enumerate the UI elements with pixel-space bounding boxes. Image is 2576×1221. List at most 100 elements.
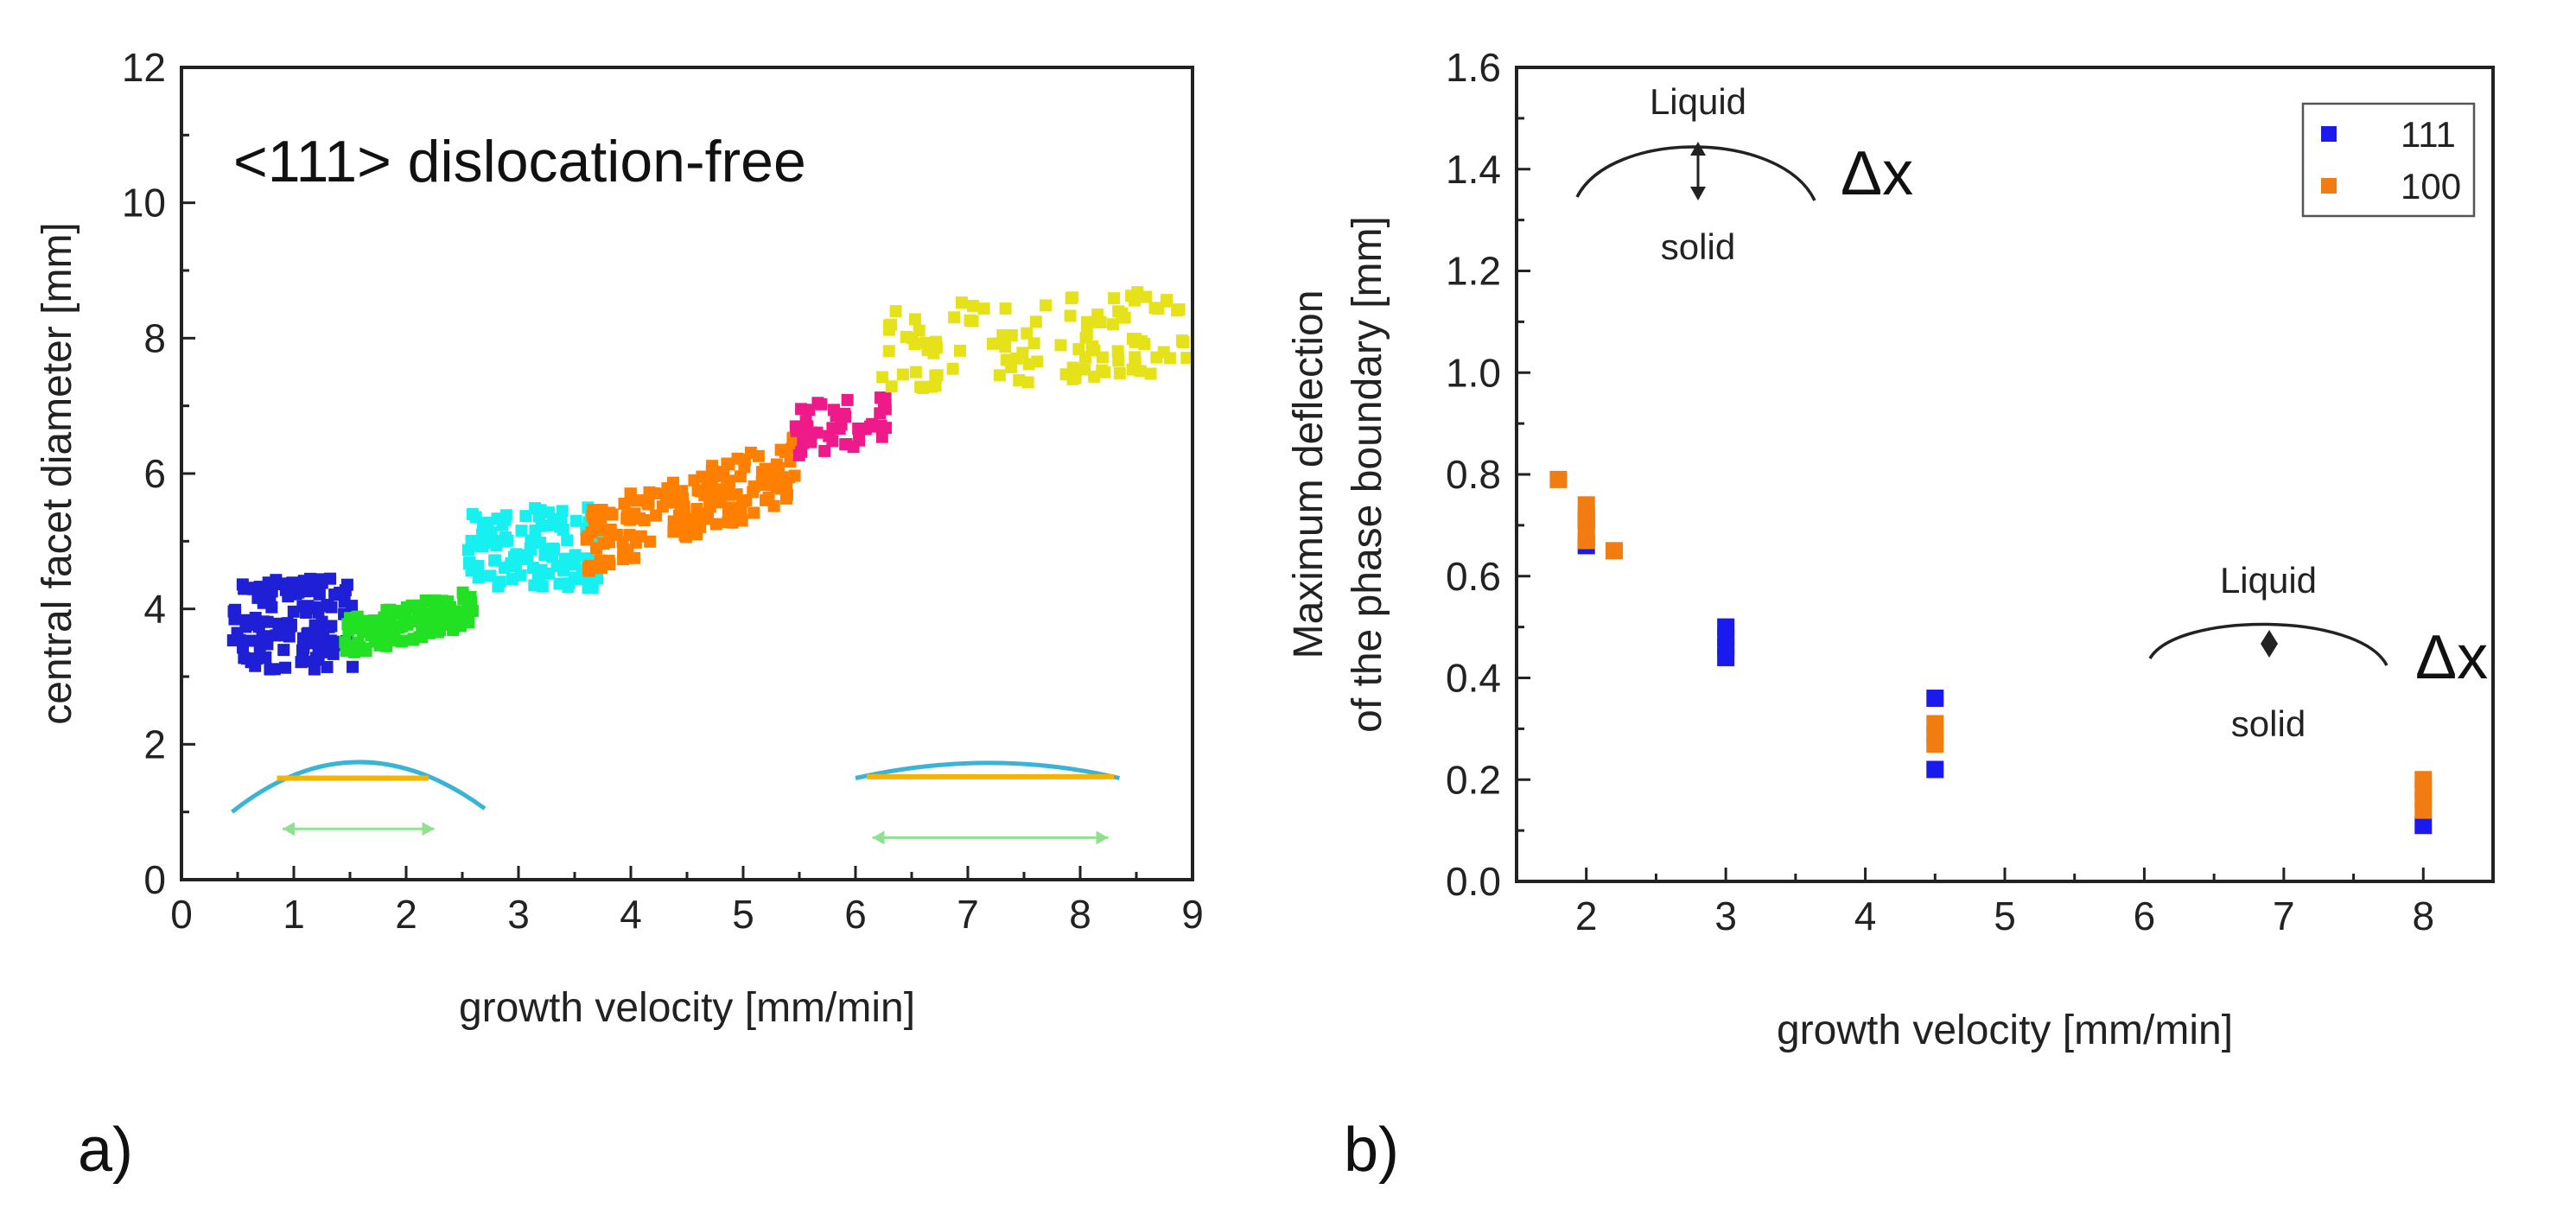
panel-a-data-point bbox=[795, 445, 808, 458]
panel-a-y-tick-label: 2 bbox=[143, 722, 166, 766]
panel-a-data-point bbox=[722, 502, 735, 515]
panel-a-data-point bbox=[277, 644, 290, 657]
panel-a-data-point bbox=[629, 536, 642, 549]
panel-a-data-point bbox=[320, 643, 333, 656]
panel-a-data-point bbox=[1129, 351, 1142, 364]
inset-right-interface-arc bbox=[855, 760, 1121, 780]
panel-a-cluster-6 bbox=[876, 286, 1193, 394]
panel-b-label: b) bbox=[1344, 1116, 1399, 1185]
panel-a-data-point bbox=[604, 523, 617, 536]
panel-a-data-point bbox=[948, 311, 961, 324]
panel-a-data-point bbox=[569, 514, 582, 527]
panel-a-data-point bbox=[465, 534, 478, 547]
panel-a-data-point bbox=[755, 466, 768, 479]
panel-a-data-point bbox=[1005, 329, 1018, 342]
panel-b-chart: 2 3 4 5 6 7 8 0.0 0.2 0.4 0.6 0.8 1.0 1.2 1.4 1.6 Liqui… bbox=[1286, 45, 2495, 1185]
panel-a-data-point bbox=[594, 554, 607, 567]
panel-b-y-tick-label: 0.4 bbox=[1446, 656, 1501, 701]
panel-a-data-point bbox=[889, 305, 902, 318]
panel-a-data-point bbox=[535, 568, 548, 581]
panel-a-data-point bbox=[1040, 299, 1053, 312]
panel-a-data-point bbox=[638, 513, 651, 526]
panel-a-data-point bbox=[1163, 352, 1176, 365]
panel-a-cluster-3 bbox=[461, 501, 607, 595]
panel-a-data-point bbox=[1004, 360, 1017, 373]
panel-a-data-point bbox=[463, 556, 476, 569]
panel-a-data-point bbox=[290, 582, 303, 595]
panel-a-data-point bbox=[628, 551, 641, 564]
panel-b-y-tick-label: 1.6 bbox=[1446, 45, 1501, 90]
panel-a-data-point bbox=[347, 660, 359, 673]
panel-a-data-point bbox=[229, 603, 242, 616]
panel-a-data-point bbox=[568, 558, 581, 571]
panel-a-data-point bbox=[1022, 358, 1035, 371]
panel-a-data-point bbox=[540, 518, 553, 531]
panel-a-data-point bbox=[587, 504, 600, 517]
panel-a-data-point bbox=[378, 611, 391, 624]
panel-a-data-point bbox=[582, 564, 595, 577]
panel-a-data-point bbox=[525, 534, 537, 547]
panel-a-data-point bbox=[880, 422, 893, 435]
panel-b-point-100 bbox=[1926, 735, 1944, 754]
panel-a-y-tick-label: 0 bbox=[143, 857, 166, 902]
panel-a-data-point bbox=[347, 643, 360, 656]
panel-a-data-point bbox=[456, 586, 469, 599]
panel-a-data-point bbox=[735, 514, 748, 527]
panel-b-y-tick-label: 1.2 bbox=[1446, 249, 1501, 294]
panel-b-point-100 bbox=[1577, 506, 1595, 525]
panel-a-data-point bbox=[1027, 337, 1040, 350]
panel-a-x-tick-label: 2 bbox=[395, 892, 417, 937]
panel-a-data-point bbox=[725, 512, 738, 525]
panel-a-cluster-1 bbox=[226, 572, 361, 676]
panel-a-data-point bbox=[249, 659, 262, 672]
panel-a-data-point bbox=[284, 618, 297, 631]
panel-b-point-111 bbox=[1926, 690, 1944, 708]
panel-a-data-point bbox=[365, 629, 378, 642]
panel-a-data-point bbox=[702, 512, 715, 525]
panel-a-data-point bbox=[1086, 340, 1099, 353]
panel-a-data-point bbox=[908, 313, 921, 326]
panel-a-data-point bbox=[877, 397, 890, 410]
panel-a-data-point bbox=[253, 581, 266, 594]
panel-a-x-tick-label: 1 bbox=[283, 892, 305, 937]
panel-a-data-point bbox=[617, 547, 630, 560]
panel-a-x-tick-label: 4 bbox=[620, 892, 642, 937]
legend-box bbox=[2301, 102, 2476, 218]
panel-a-data-point bbox=[678, 529, 691, 542]
panel-a-data-point bbox=[698, 489, 711, 502]
panel-a-data-point bbox=[359, 645, 372, 658]
panel-a-data-point bbox=[461, 544, 474, 556]
panel-b-x-tick-label: 6 bbox=[2134, 893, 2156, 938]
panel-a-y-tick-label: 8 bbox=[143, 315, 166, 360]
panel-a-data-point bbox=[667, 525, 680, 538]
panel-a-data-point bbox=[767, 468, 780, 481]
panel-b-top-interface-sketch: Liquid solid Δx bbox=[1575, 81, 1913, 267]
panel-a-data-point bbox=[1113, 366, 1126, 379]
panel-b-y-axis-title-line2: of the phase boundary [mm] bbox=[1345, 216, 1390, 733]
panel-a-data-point bbox=[415, 631, 428, 644]
panel-a-data-point bbox=[673, 487, 686, 500]
panel-a-data-point bbox=[553, 577, 566, 590]
top-liquid-label: Liquid bbox=[1650, 81, 1746, 122]
panel-a-data-point bbox=[519, 510, 532, 523]
panel-a-data-point bbox=[1128, 294, 1141, 307]
panel-a-data-point bbox=[550, 560, 563, 573]
panel-a-data-point bbox=[909, 366, 922, 378]
panel-a-data-point bbox=[987, 337, 1000, 350]
legend-label-111: 111 bbox=[2401, 114, 2456, 155]
panel-a-data-point bbox=[838, 407, 851, 420]
panel-a-data-point bbox=[752, 449, 765, 462]
panel-a-data-point bbox=[1112, 354, 1125, 367]
panel-a-data-point bbox=[238, 582, 251, 595]
panel-a-data-point bbox=[580, 533, 593, 546]
bottom-interface-arc bbox=[2148, 622, 2388, 666]
panel-a-data-point bbox=[1108, 292, 1121, 305]
panel-a-data-point bbox=[946, 362, 959, 375]
panel-a-x-tick-label: 7 bbox=[957, 892, 979, 937]
panel-a-data-point bbox=[705, 472, 718, 485]
panel-b-y-tick-label: 0.6 bbox=[1446, 554, 1501, 599]
panel-a-data-point bbox=[929, 379, 942, 392]
panel-a-data-point bbox=[275, 578, 288, 591]
panel-a-data-point bbox=[475, 540, 488, 553]
